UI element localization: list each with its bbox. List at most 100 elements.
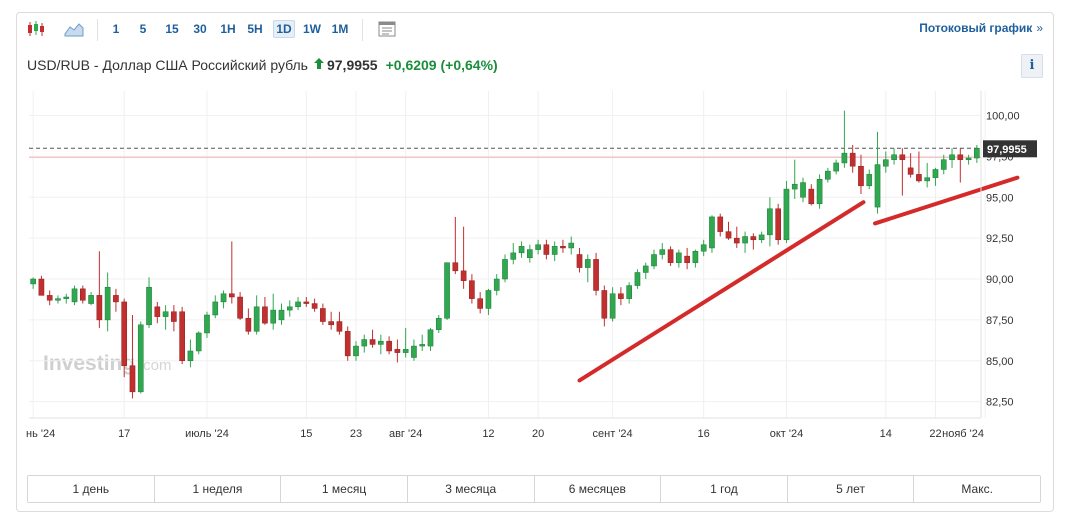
candle-body bbox=[55, 298, 61, 301]
candle-body bbox=[527, 249, 533, 259]
candle-up bbox=[187, 339, 194, 368]
candle-up bbox=[378, 334, 384, 355]
candles bbox=[30, 110, 980, 399]
candle-body bbox=[584, 259, 591, 268]
x-tick-label: 22 bbox=[929, 428, 941, 440]
range-6-months[interactable]: 6 месяцев bbox=[534, 476, 662, 502]
candle-body bbox=[907, 167, 914, 175]
candle-up bbox=[71, 285, 78, 306]
candle-body bbox=[411, 345, 417, 358]
candle-body bbox=[262, 306, 268, 324]
candle-body bbox=[477, 298, 483, 309]
candle-down bbox=[38, 275, 45, 296]
range-5-years[interactable]: 5 лет bbox=[787, 476, 915, 502]
candle-down bbox=[957, 148, 964, 183]
range-1-month[interactable]: 1 месяц bbox=[281, 476, 408, 502]
candle-up bbox=[692, 249, 699, 268]
info-button[interactable]: i bbox=[1021, 54, 1043, 78]
candle-up bbox=[485, 288, 492, 315]
candle-body bbox=[965, 157, 972, 160]
candle-body bbox=[253, 306, 260, 332]
candle-up bbox=[63, 293, 70, 304]
timeframe-30m[interactable]: 30 bbox=[193, 22, 207, 36]
candle-body bbox=[79, 288, 86, 301]
x-tick-label: 12 bbox=[482, 428, 494, 440]
candle-body bbox=[709, 216, 715, 249]
y-tick-label: 82,50 bbox=[986, 397, 1014, 409]
indicators-icon[interactable] bbox=[376, 20, 398, 38]
candle-body bbox=[435, 318, 442, 330]
candlestick-chart[interactable]: Investing .com 82,50 85,00 87,50 90,00 92,50… bbox=[17, 13, 1053, 463]
candle-body bbox=[510, 252, 517, 260]
candlestick-chart-icon[interactable] bbox=[25, 20, 47, 38]
candle-body bbox=[659, 249, 666, 255]
candle-up bbox=[427, 328, 434, 351]
candle-down bbox=[775, 203, 781, 245]
investing-watermark: Investing bbox=[43, 352, 135, 375]
candle-up bbox=[510, 243, 517, 265]
candle-down bbox=[171, 305, 177, 332]
candle-body bbox=[460, 270, 467, 281]
y-tick-label: 95,00 bbox=[986, 192, 1014, 204]
chart-axes: 82,5085,0087,5090,0092,5095,0097,50100,0… bbox=[26, 91, 1037, 440]
streaming-chart-link[interactable]: Потоковый график» bbox=[919, 21, 1043, 35]
x-tick-label: 14 bbox=[880, 428, 892, 440]
candle-down bbox=[808, 184, 815, 206]
candle-up bbox=[932, 167, 939, 186]
candle-up bbox=[518, 241, 525, 258]
area-chart-icon[interactable] bbox=[63, 20, 85, 38]
chart-overlays bbox=[577, 175, 1020, 383]
candle-body bbox=[651, 254, 657, 267]
candle-down bbox=[320, 303, 326, 325]
candle-up bbox=[195, 331, 202, 355]
candle-up bbox=[402, 328, 409, 358]
timeframe-5m[interactable]: 5 bbox=[139, 22, 147, 36]
price-change-value: +0,6209 bbox=[385, 57, 437, 73]
candle-down bbox=[154, 301, 161, 324]
candle-up bbox=[212, 295, 219, 319]
candle-down bbox=[79, 285, 86, 304]
candle-up bbox=[642, 262, 649, 280]
range-max[interactable]: Макс. bbox=[914, 476, 1040, 502]
candle-down bbox=[369, 329, 376, 348]
candle-down bbox=[179, 306, 185, 365]
candle-down bbox=[311, 298, 318, 312]
candle-body bbox=[328, 321, 334, 326]
candle-body bbox=[518, 246, 525, 254]
chart-toolbar: 1 5 15 30 1H 5H 1D 1W 1M Потоковый графи… bbox=[17, 13, 1053, 45]
range-1-week[interactable]: 1 неделя bbox=[154, 476, 282, 502]
candle-body bbox=[808, 188, 815, 205]
timeframe-15m[interactable]: 15 bbox=[165, 22, 179, 36]
timeframe-1m[interactable]: 1 bbox=[112, 22, 120, 36]
range-1-day[interactable]: 1 день bbox=[28, 476, 155, 502]
candle-up bbox=[949, 148, 955, 168]
candle-up bbox=[435, 314, 442, 333]
candle-down bbox=[725, 221, 732, 240]
timeframe-1h[interactable]: 1H bbox=[220, 22, 236, 36]
y-tick-label: 90,00 bbox=[986, 274, 1014, 286]
investing-watermark-suffix: .com bbox=[139, 357, 172, 374]
candle-up bbox=[874, 131, 881, 214]
candle-body bbox=[940, 159, 947, 170]
streaming-chart-label: Потоковый график bbox=[919, 21, 1033, 35]
candle-up bbox=[940, 154, 947, 175]
candle-up bbox=[493, 274, 500, 296]
toolbar-divider bbox=[97, 19, 98, 41]
candle-body bbox=[46, 295, 53, 301]
timeframe-1d[interactable]: 1D bbox=[273, 20, 295, 38]
candle-body bbox=[626, 285, 632, 299]
candle-down bbox=[452, 216, 459, 275]
candle-up bbox=[286, 300, 293, 317]
price-change: +0,6209 (+0,64%) bbox=[386, 57, 498, 73]
candle-down bbox=[96, 251, 103, 329]
timeframe-1w[interactable]: 1W bbox=[303, 22, 321, 36]
candle-body bbox=[750, 236, 757, 241]
candle-up bbox=[709, 215, 715, 253]
candle-body bbox=[676, 252, 682, 263]
range-3-months[interactable]: 3 месяца bbox=[407, 476, 535, 502]
timeframe-1mo[interactable]: 1M bbox=[331, 22, 349, 36]
timeframe-5h[interactable]: 5H bbox=[247, 22, 263, 36]
candle-body bbox=[924, 177, 931, 182]
range-1-year[interactable]: 1 год bbox=[661, 476, 788, 502]
candle-body bbox=[485, 290, 492, 309]
